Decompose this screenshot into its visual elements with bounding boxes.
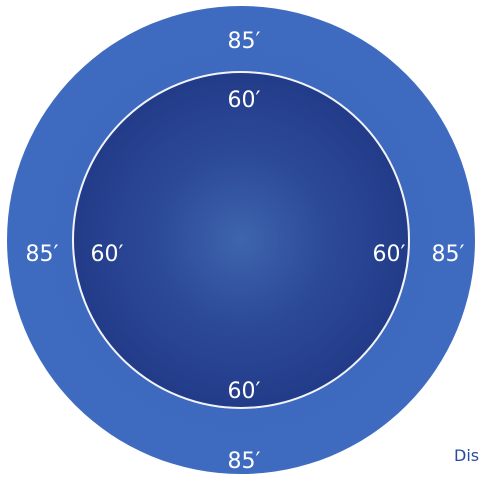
outer-label-bottom: 85′ [227,449,261,474]
inner-label-top: 60′ [227,88,261,113]
outer-label-top: 85′ [227,29,261,54]
inner-label-right: 60′ [372,242,406,267]
inner-circle [72,71,410,409]
inner-label-bottom: 60′ [227,379,261,404]
outer-label-left: 85′ [25,242,59,267]
partial-caption-text: Dis [454,446,480,465]
outer-label-right: 85′ [431,242,465,267]
inner-label-left: 60′ [90,242,124,267]
